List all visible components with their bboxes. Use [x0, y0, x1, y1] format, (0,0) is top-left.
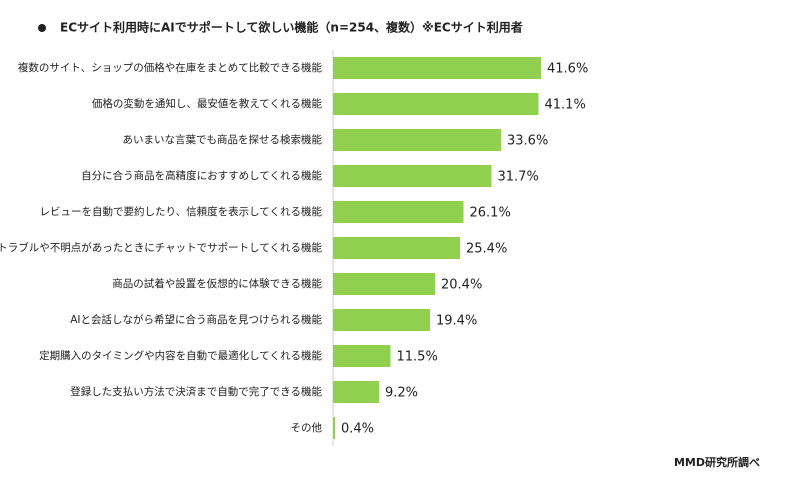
value-label: 9.2%: [385, 386, 418, 401]
category-label: 商品の試着や設置を仮想的に体験できる機能: [112, 277, 322, 290]
bar: [333, 381, 379, 403]
category-label: レビューを自動で要約したり、信頼度を表示してくれる機能: [40, 205, 323, 218]
value-label: 41.1%: [545, 98, 586, 113]
bar: [333, 417, 335, 439]
value-label: 0.4%: [341, 422, 374, 437]
bar: [333, 129, 501, 151]
chart-title: ECサイト利用時にAIでサポートして欲しい機能（n=254、複数）※ECサイト利…: [60, 20, 523, 35]
bar: [333, 309, 430, 331]
category-label: あいまいな言葉でも商品を探せる検索機能: [123, 133, 323, 146]
bar: [333, 273, 435, 295]
bar: [333, 345, 391, 367]
category-label: 登録した支払い方法で決済まで自動で完了できる機能: [70, 385, 322, 398]
source: MMD研究所調べ: [674, 455, 760, 469]
category-label: AIと会話しながら希望に合う商品を見つけられる機能: [70, 313, 322, 326]
bar: [333, 57, 541, 79]
bar: [333, 165, 492, 187]
bar: [333, 201, 464, 223]
category-label: 定期購入のタイミングや内容を自動で最適化してくれる機能: [39, 349, 322, 362]
value-label: 19.4%: [436, 314, 477, 329]
value-label: 33.6%: [507, 134, 548, 149]
value-label: 20.4%: [441, 278, 482, 293]
title-bullet: [38, 24, 46, 32]
value-label: 11.5%: [397, 350, 438, 365]
category-label: 価格の変動を通知し、最安値を教えてくれる機能: [92, 97, 323, 110]
category-label: 複数のサイト、ショップの価格や在庫をまとめて比較できる機能: [18, 61, 323, 74]
value-label: 25.4%: [466, 242, 507, 257]
category-label: 自分に合う商品を高精度におすすめしてくれる機能: [81, 169, 322, 182]
category-label: トラブルや不明点があったときにチャットでサポートしてくれる機能: [0, 241, 322, 254]
value-label: 41.6%: [547, 62, 588, 77]
value-label: 31.7%: [498, 170, 539, 185]
category-label: その他: [291, 421, 323, 434]
value-label: 26.1%: [470, 206, 511, 221]
bar: [333, 93, 539, 115]
bar: [333, 237, 460, 259]
